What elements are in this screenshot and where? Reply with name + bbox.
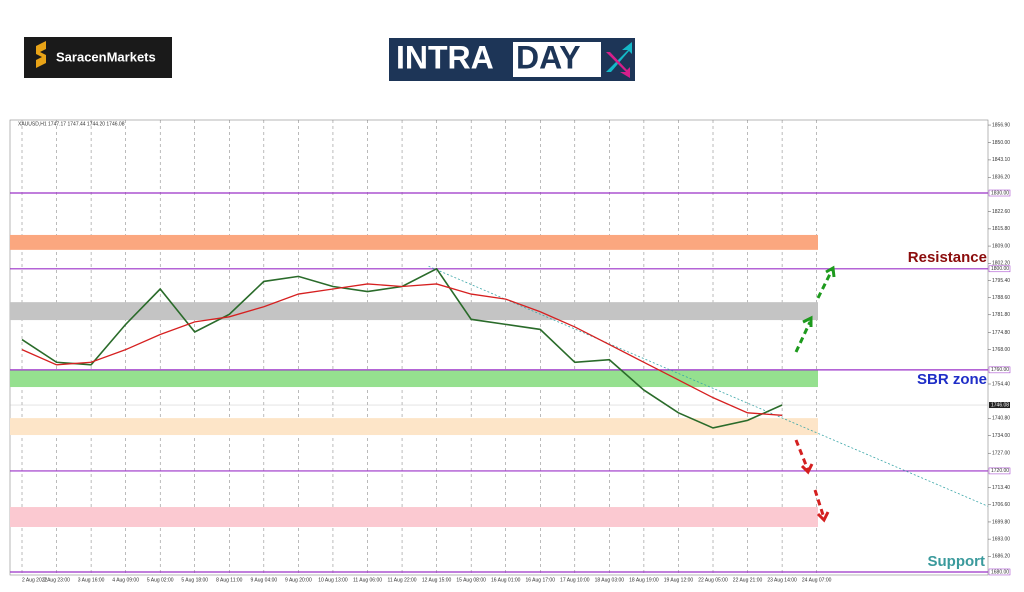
current-price-label: 1746.08 xyxy=(991,402,1009,408)
y-tick-label: 1788.60 xyxy=(992,295,1010,301)
y-tick-label: 1740.80 xyxy=(992,416,1010,422)
zone xyxy=(10,370,818,388)
level-label: 1760.00 xyxy=(991,367,1009,373)
arrow-head xyxy=(802,315,813,327)
zone xyxy=(10,302,818,321)
x-tick-label: 23 Aug 14:00 xyxy=(767,577,797,583)
sbr-label: SBR zone xyxy=(917,371,987,388)
x-tick-label: 15 Aug 08:00 xyxy=(456,577,486,583)
resistance-label: Resistance xyxy=(908,249,987,266)
arrow-up xyxy=(816,269,834,299)
series-line xyxy=(21,283,783,416)
y-tick-label: 1686.20 xyxy=(992,554,1010,560)
x-tick-label: 22 Aug 21:00 xyxy=(733,577,763,583)
y-tick-label: 1706.60 xyxy=(992,502,1010,508)
y-tick-label: 1836.20 xyxy=(992,175,1010,181)
y-tick-label: 1734.00 xyxy=(992,433,1010,439)
x-tick-label: 11 Aug 22:00 xyxy=(387,577,416,583)
x-tick-label: 16 Aug 01:00 xyxy=(491,577,521,583)
banner-box xyxy=(513,42,601,77)
y-tick-label: 1822.60 xyxy=(992,209,1010,215)
arrow-up xyxy=(794,321,812,353)
support-label: Support xyxy=(928,553,986,570)
x-tick-label: 18 Aug 03:00 xyxy=(595,577,625,583)
y-tick-label: 1768.00 xyxy=(992,347,1010,353)
y-tick-label: 1856.90 xyxy=(992,122,1010,128)
y-tick-label: 1727.00 xyxy=(992,451,1010,457)
level-label: 1720.00 xyxy=(991,468,1009,474)
x-tick-label: 19 Aug 12:00 xyxy=(664,577,694,583)
current-price-tag xyxy=(989,402,1010,409)
arrow-head xyxy=(816,511,830,523)
y-tick-label: 1693.00 xyxy=(992,536,1010,542)
y-tick-label: 1699.80 xyxy=(992,519,1010,525)
scenario-arrows xyxy=(794,265,836,523)
zone xyxy=(10,234,818,250)
x-tick-label: 10 Aug 13:00 xyxy=(318,577,348,583)
level-label: 1800.00 xyxy=(991,266,1009,272)
chart-title: XAUUSD,H1 1747.17 1747.44 1744.20 1746.0… xyxy=(18,121,125,127)
arrow-head xyxy=(825,265,836,278)
x-tick-label: 5 Aug 18:00 xyxy=(181,577,208,583)
x-tick-label: 17 Aug 10:00 xyxy=(560,577,590,583)
x-tick-label: 5 Aug 02:00 xyxy=(147,577,174,583)
arrow-down xyxy=(813,489,826,519)
banner-arrow-down xyxy=(606,52,630,78)
brand-name: SaracenMarkets xyxy=(56,49,156,64)
x-tick-label: 4 Aug 09:00 xyxy=(112,577,139,583)
y-tick-label: 1802.20 xyxy=(992,261,1010,267)
x-tick-label: 2 Aug 2022 xyxy=(22,577,48,583)
zone xyxy=(10,507,818,527)
x-tick-label: 22 Aug 05:00 xyxy=(698,577,728,583)
y-tick-label: 1713.40 xyxy=(992,485,1010,491)
y-tick-label: 1843.10 xyxy=(992,157,1010,163)
y-tick-label: 1774.80 xyxy=(992,330,1010,336)
arrow-down xyxy=(794,439,810,471)
x-tick-label: 9 Aug 04:00 xyxy=(250,577,277,583)
level-label: 1680.00 xyxy=(991,569,1009,575)
x-tick-label: 9 Aug 20:00 xyxy=(285,577,312,583)
level-label: 1830.00 xyxy=(991,190,1009,196)
y-tick-label: 1815.80 xyxy=(992,226,1010,232)
y-tick-label: 1850.00 xyxy=(992,140,1010,146)
x-tick-label: 16 Aug 17:00 xyxy=(526,577,556,583)
level-tag xyxy=(988,366,1011,374)
banner-left: INTRA xyxy=(396,39,494,75)
x-tick-label: 24 Aug 07:00 xyxy=(802,577,832,583)
level-tag xyxy=(988,189,1011,197)
banner-right: DAY xyxy=(516,39,581,75)
y-tick-label: 1809.00 xyxy=(992,243,1010,249)
x-tick-label: 2 Aug 23:00 xyxy=(43,577,70,583)
banner-arrow-up xyxy=(606,42,632,72)
zone xyxy=(10,418,818,436)
x-tick-label: 18 Aug 19:00 xyxy=(629,577,659,583)
y-tick-label: 1781.80 xyxy=(992,312,1010,318)
arrow-head xyxy=(800,463,814,475)
level-tag xyxy=(988,467,1011,475)
level-tag xyxy=(988,568,1011,576)
y-tick-label: 1754.40 xyxy=(992,381,1010,387)
x-tick-label: 3 Aug 16:00 xyxy=(78,577,105,583)
plot-frame xyxy=(9,119,989,576)
x-tick-label: 11 Aug 06:00 xyxy=(353,577,382,583)
brand-logo xyxy=(24,37,172,78)
x-tick-label: 12 Aug 15:00 xyxy=(422,577,452,583)
trendline xyxy=(428,265,989,507)
level-tag xyxy=(988,265,1011,273)
x-tick-label: 8 Aug 11:00 xyxy=(216,577,243,583)
y-tick-label: 1795.40 xyxy=(992,278,1010,284)
brand-icon xyxy=(36,41,46,68)
